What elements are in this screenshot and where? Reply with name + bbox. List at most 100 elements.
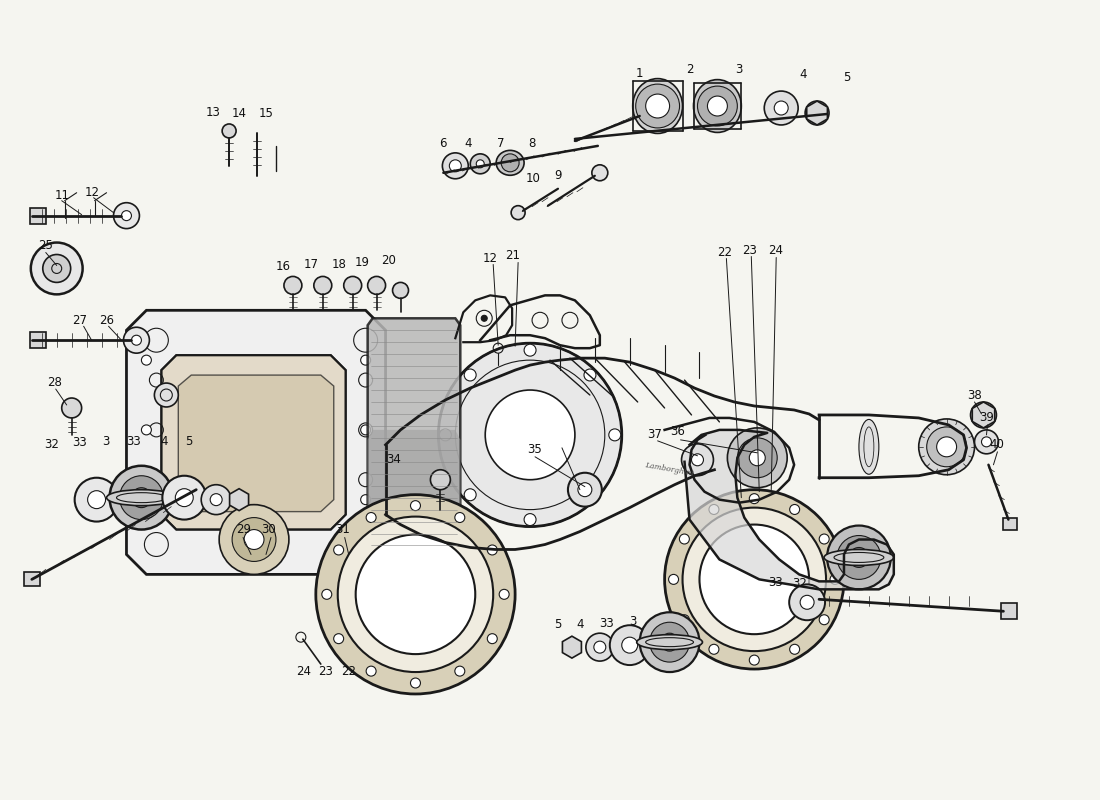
Polygon shape [806, 101, 827, 125]
Ellipse shape [107, 490, 176, 506]
Text: 33: 33 [600, 617, 614, 630]
Circle shape [366, 666, 376, 676]
Circle shape [142, 494, 152, 505]
Circle shape [727, 428, 788, 488]
Circle shape [485, 390, 575, 480]
Polygon shape [367, 318, 460, 558]
Polygon shape [162, 355, 345, 530]
Text: 4: 4 [464, 138, 472, 150]
Text: 24: 24 [768, 244, 783, 257]
Ellipse shape [824, 550, 894, 566]
Text: 37: 37 [647, 428, 662, 442]
Text: 2: 2 [685, 62, 693, 76]
Circle shape [789, 584, 825, 620]
Text: 6: 6 [439, 138, 447, 150]
Polygon shape [126, 310, 386, 574]
Text: 39: 39 [979, 411, 994, 425]
Circle shape [338, 517, 493, 672]
Circle shape [820, 534, 829, 544]
Circle shape [499, 590, 509, 599]
Text: 19: 19 [355, 256, 371, 269]
Circle shape [487, 634, 497, 644]
Circle shape [219, 505, 289, 574]
Text: 4: 4 [576, 618, 584, 630]
Text: 5: 5 [186, 435, 192, 448]
Circle shape [314, 277, 332, 294]
Circle shape [749, 494, 759, 504]
Text: 31: 31 [336, 523, 350, 536]
Circle shape [454, 666, 465, 676]
Circle shape [981, 437, 991, 447]
Circle shape [322, 590, 332, 599]
FancyBboxPatch shape [30, 208, 46, 224]
Text: 25: 25 [39, 239, 53, 252]
Text: 10: 10 [526, 172, 540, 186]
Circle shape [123, 327, 150, 353]
Circle shape [343, 277, 362, 294]
Text: 9: 9 [554, 170, 562, 182]
Circle shape [366, 513, 376, 522]
Circle shape [502, 154, 519, 172]
Circle shape [584, 489, 596, 501]
Circle shape [661, 633, 679, 651]
Text: 27: 27 [73, 314, 87, 326]
Text: 12: 12 [85, 186, 100, 199]
Polygon shape [178, 375, 333, 512]
Text: 17: 17 [304, 258, 318, 271]
Text: 32: 32 [792, 577, 806, 590]
Ellipse shape [859, 419, 879, 474]
Circle shape [646, 94, 670, 118]
Circle shape [454, 513, 465, 522]
Circle shape [669, 574, 679, 584]
Text: 20: 20 [381, 254, 396, 267]
Circle shape [132, 335, 142, 345]
Circle shape [201, 485, 231, 514]
Circle shape [975, 430, 999, 454]
Circle shape [586, 633, 614, 661]
Circle shape [62, 398, 81, 418]
Circle shape [790, 505, 800, 514]
Circle shape [621, 637, 638, 653]
Circle shape [584, 369, 596, 381]
Text: 3: 3 [629, 614, 637, 628]
Circle shape [333, 545, 343, 555]
Circle shape [464, 369, 476, 381]
Circle shape [708, 505, 719, 514]
FancyBboxPatch shape [30, 332, 46, 348]
Circle shape [43, 254, 70, 282]
Circle shape [487, 545, 497, 555]
Circle shape [682, 508, 826, 651]
Circle shape [471, 154, 491, 174]
Circle shape [175, 489, 194, 506]
Circle shape [476, 160, 484, 168]
Circle shape [970, 402, 997, 428]
Polygon shape [684, 430, 894, 590]
Circle shape [163, 476, 206, 519]
Text: 33: 33 [73, 436, 87, 450]
Text: 36: 36 [670, 426, 685, 438]
Circle shape [664, 490, 844, 669]
Circle shape [367, 277, 386, 294]
Ellipse shape [632, 78, 682, 134]
FancyBboxPatch shape [24, 572, 40, 586]
Circle shape [333, 634, 343, 644]
Text: 5: 5 [844, 70, 850, 84]
Polygon shape [562, 636, 582, 658]
Circle shape [512, 206, 525, 220]
Circle shape [316, 494, 515, 694]
Circle shape [708, 644, 719, 654]
Text: 21: 21 [505, 249, 519, 262]
Text: 28: 28 [47, 375, 63, 389]
Text: 3: 3 [736, 62, 743, 76]
Circle shape [697, 86, 737, 126]
Text: 15: 15 [258, 107, 274, 121]
Circle shape [636, 84, 680, 128]
Polygon shape [367, 430, 460, 565]
Circle shape [439, 343, 622, 526]
Circle shape [121, 210, 132, 221]
Text: 26: 26 [99, 314, 114, 326]
Circle shape [361, 355, 371, 365]
Text: 1: 1 [636, 66, 644, 80]
Circle shape [113, 202, 140, 229]
Text: 13: 13 [206, 106, 221, 118]
